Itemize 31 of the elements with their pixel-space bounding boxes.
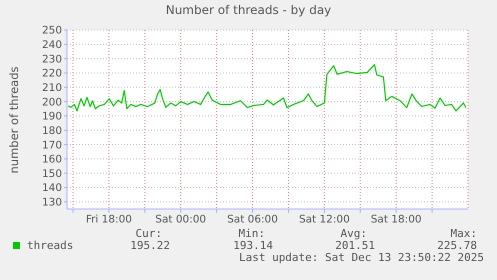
text: Cur: xyxy=(136,227,162,240)
chart-title: Number of threads - by day xyxy=(164,3,332,17)
y-tick-label: 220 xyxy=(42,68,62,80)
y-tick-label: 160 xyxy=(42,154,62,166)
y-tick-label: 230 xyxy=(42,53,62,66)
y-tick-label: 190 xyxy=(42,110,62,123)
y-tick-label: 210 xyxy=(42,82,62,94)
text: 225.78 xyxy=(437,239,477,252)
text: 195.22 xyxy=(130,239,170,252)
line-series xyxy=(68,64,467,112)
y-tick-label: 240 xyxy=(42,39,62,52)
y-tick-label: 150 xyxy=(42,168,62,180)
y-tick-label: 250 xyxy=(42,24,62,37)
x-tick-label: Sat 06:00 xyxy=(227,213,278,226)
y-tick-label: 200 xyxy=(42,96,62,108)
legend-label: threads xyxy=(27,239,74,252)
text: Last update: Sat Dec 13 23:50:22 2025 xyxy=(238,251,484,264)
text: 201.51 xyxy=(335,239,375,252)
x-tick-label: Sat 00:00 xyxy=(155,213,206,226)
x-tick-label: Sat 12:00 xyxy=(298,213,350,226)
x-tick-label: Fri 18:00 xyxy=(86,213,132,226)
y-tick-label: 140 xyxy=(42,182,62,194)
y-tick-label: 170 xyxy=(42,139,62,152)
y-tick-label: 180 xyxy=(42,124,62,137)
x-tick-label: Sat 18:00 xyxy=(370,213,422,226)
text: Avg: xyxy=(340,227,367,240)
text: 193.14 xyxy=(233,239,273,252)
text: Max: xyxy=(450,227,477,240)
text: Min: xyxy=(238,227,265,240)
y-tick-label: 130 xyxy=(42,196,62,209)
y-axis-title: number of threads xyxy=(7,66,21,174)
